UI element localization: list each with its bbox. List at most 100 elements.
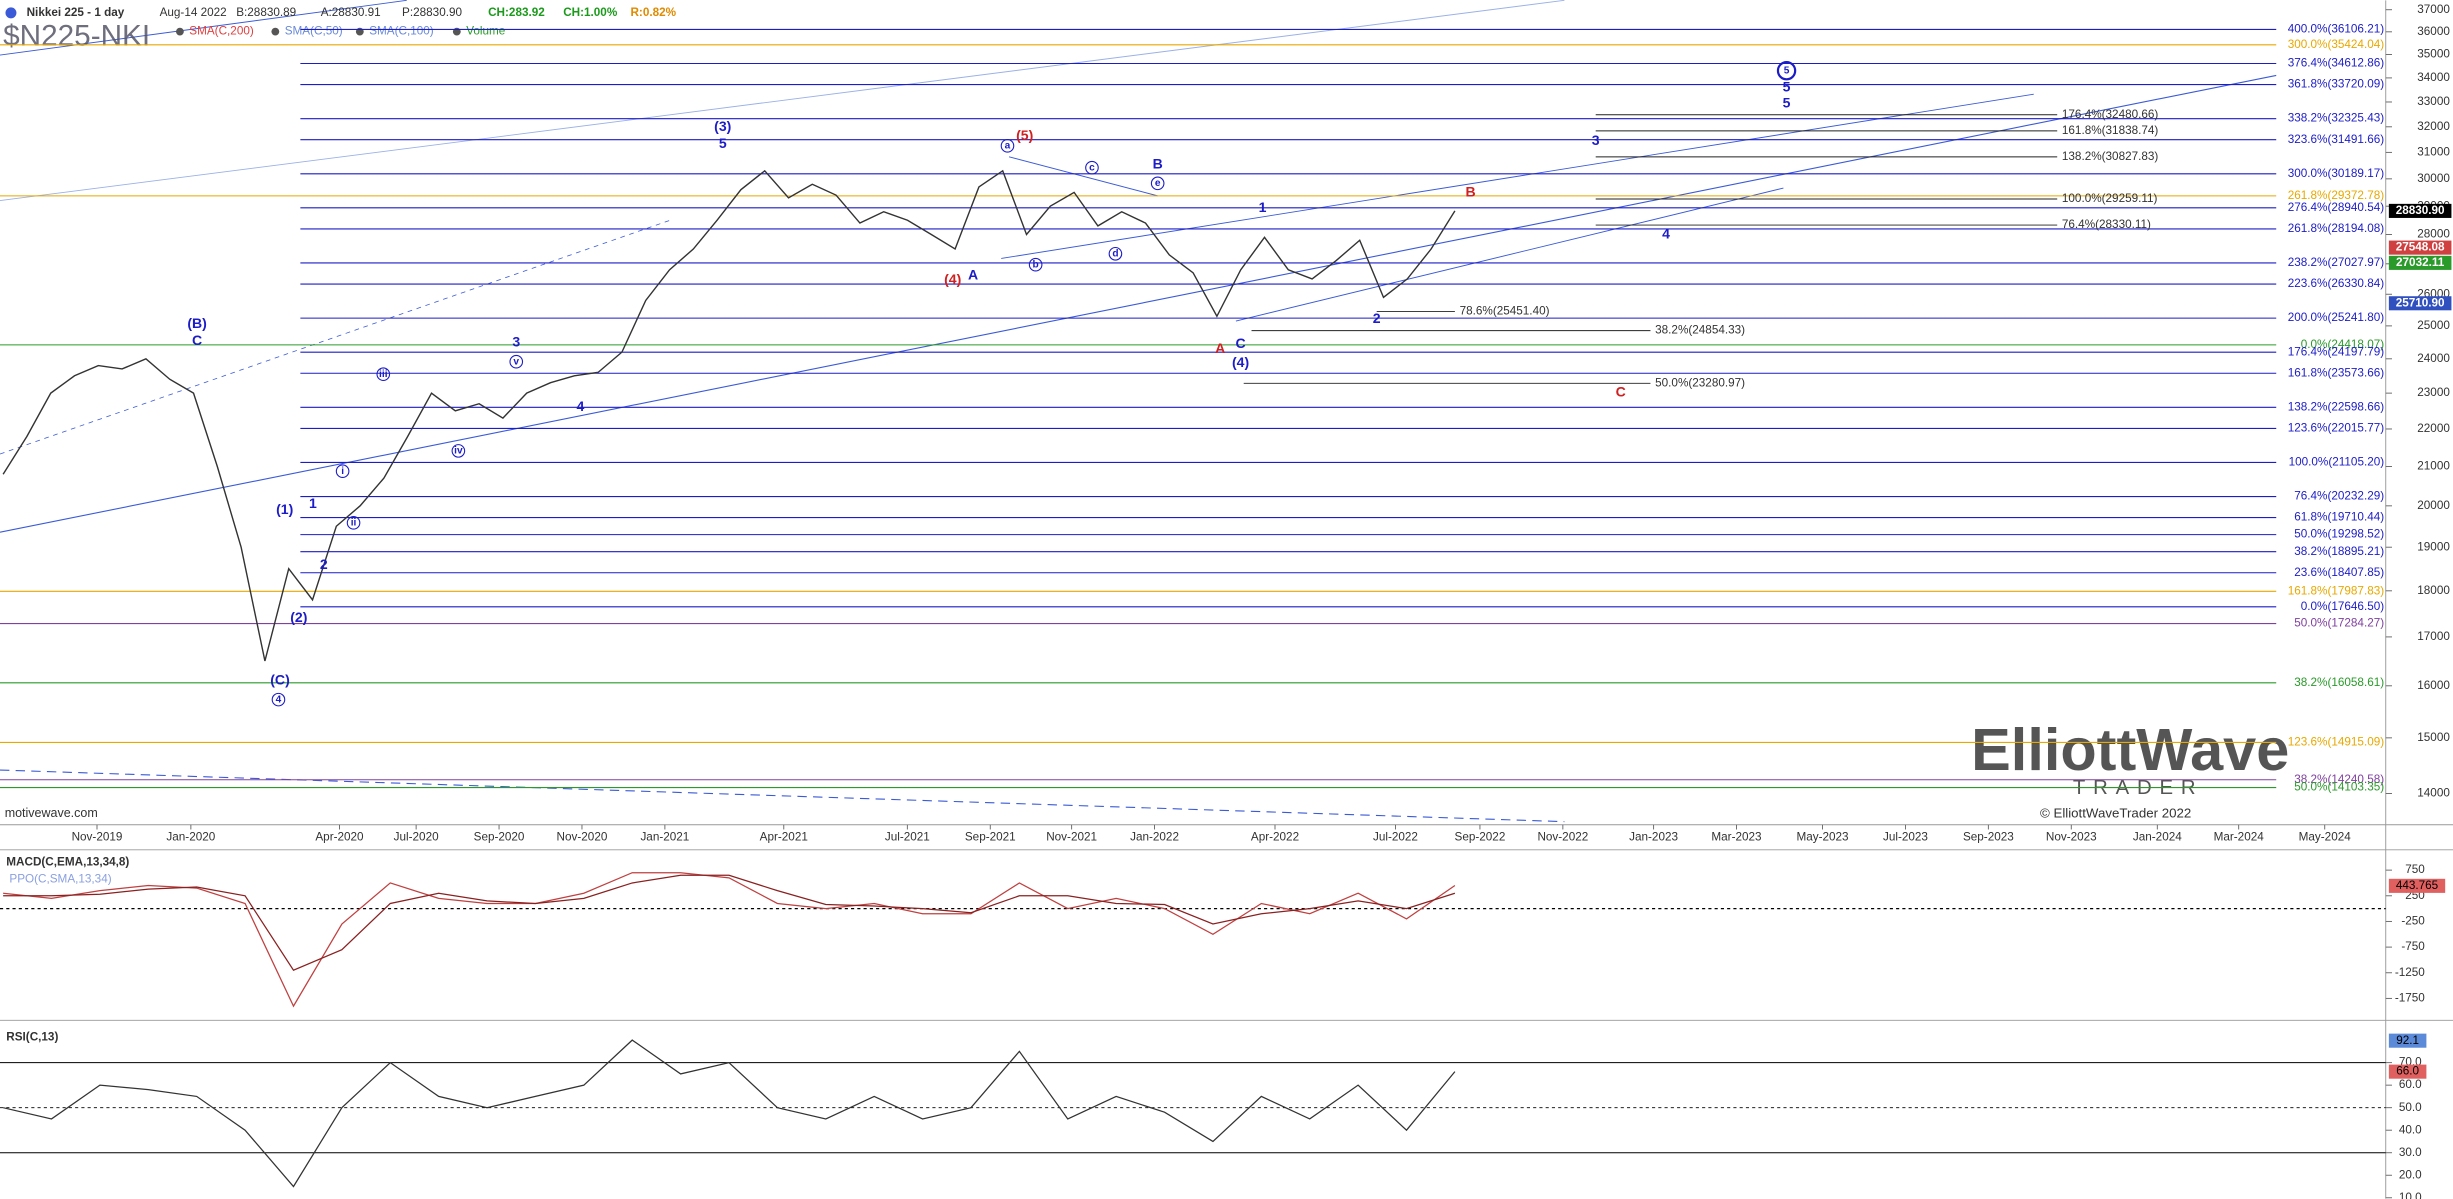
y-tick-label: 34000 xyxy=(2417,71,2450,84)
trend-line xyxy=(0,769,1565,823)
x-tick-label: Jul-2020 xyxy=(394,830,439,843)
wave-label: (4) xyxy=(944,271,961,287)
projection-label: 38.2%(24854.33) xyxy=(1655,324,1745,337)
price-box-label: 27548.08 xyxy=(2396,241,2445,254)
y-tick-label: 31000 xyxy=(2417,145,2450,158)
fib-label: 261.8%(29372.78) xyxy=(2288,189,2385,202)
fib-label: 0.0%(24418.07) xyxy=(2301,338,2384,351)
x-tick-label: Nov-2021 xyxy=(1046,830,1097,843)
fib-label: 38.2%(16058.61) xyxy=(2294,676,2384,689)
fib-label: 23.6%(18407.85) xyxy=(2294,566,2384,579)
wave-circle xyxy=(1000,139,1015,153)
y-tick-label: 20.0 xyxy=(2399,1168,2422,1181)
projection-label: 50.0%(23280.97) xyxy=(1655,376,1745,389)
wave-circle xyxy=(451,444,466,458)
study-label: SMA(C,50) xyxy=(285,25,343,38)
fib-label: 400.0%(36106.21) xyxy=(2288,23,2385,36)
wave-label: (4) xyxy=(1232,354,1249,370)
wave-circle xyxy=(509,354,524,369)
y-tick-label: 50.0 xyxy=(2399,1101,2422,1114)
wave-label: iii xyxy=(379,369,388,380)
wave-circle xyxy=(1776,61,1797,81)
y-tick-label: 20000 xyxy=(2417,499,2450,512)
wave-label: C xyxy=(1616,384,1626,400)
x-tick-label: Sep-2022 xyxy=(1455,830,1506,843)
study-label: Volume xyxy=(466,25,505,38)
wave-label: 2 xyxy=(320,556,328,572)
fib-label: 300.0%(30189.17) xyxy=(2288,167,2385,180)
price-box-label: 28830.90 xyxy=(2396,204,2445,217)
quote-change-pct: CH:1.00% xyxy=(563,6,618,19)
wave-label: 3 xyxy=(1592,132,1600,148)
projection-label: 161.8%(31838.74) xyxy=(2062,124,2159,137)
study-toggle[interactable] xyxy=(452,27,461,36)
y-tick-label: 37000 xyxy=(2417,3,2450,16)
wave-label: i xyxy=(341,466,344,477)
study-toggle[interactable] xyxy=(271,27,280,36)
price-box-label: 25710.90 xyxy=(2396,296,2445,309)
ticker: $N225-NKI xyxy=(3,20,150,53)
study-toggle[interactable] xyxy=(175,27,184,36)
wave-label: (C) xyxy=(270,672,290,688)
y-tick-label: 10.0 xyxy=(2399,1191,2422,1199)
fib-label: 223.6%(26330.84) xyxy=(2288,277,2385,290)
x-tick-label: Mar-2024 xyxy=(2214,830,2265,843)
y-tick-label: -750 xyxy=(2401,940,2425,953)
y-tick-label: 60.0 xyxy=(2399,1078,2422,1091)
quote-change: CH:283.92 xyxy=(488,6,545,19)
wave-circle xyxy=(376,367,391,382)
fib-label: 61.8%(19710.44) xyxy=(2294,511,2384,524)
wave-label: (2) xyxy=(290,609,307,625)
x-tick-label: Nov-2023 xyxy=(2046,830,2097,843)
y-tick-label: -1250 xyxy=(2395,966,2425,979)
y-tick-label: 30000 xyxy=(2417,172,2450,185)
y-tick-label: 33000 xyxy=(2417,95,2450,108)
macd-line xyxy=(3,874,1456,971)
x-tick-label: Nov-2022 xyxy=(1537,830,1588,843)
x-tick-label: Jul-2022 xyxy=(1373,830,1418,843)
wave-label: b xyxy=(1033,259,1039,270)
wave-label: 4 xyxy=(1662,226,1670,242)
quote-price: P:28830.90 xyxy=(402,6,462,19)
x-tick-label: Jul-2023 xyxy=(1883,830,1928,843)
fib-label: 261.8%(28194.08) xyxy=(2288,222,2385,235)
y-tick-label: 30.0 xyxy=(2399,1146,2422,1159)
wave-label: e xyxy=(1155,178,1161,189)
y-tick-label: 32000 xyxy=(2417,120,2450,133)
wave-circle xyxy=(271,692,286,707)
wave-label: (B) xyxy=(187,315,207,331)
y-tick-label: 15000 xyxy=(2417,731,2450,744)
y-tick-label: -1750 xyxy=(2395,992,2425,1005)
wave-label: 5 xyxy=(1784,65,1790,76)
macd-subtitle: PPO(C,SMA,13,34) xyxy=(9,873,111,886)
fib-label: 50.0%(14103.35) xyxy=(2294,781,2384,794)
wave-label: 1 xyxy=(1259,199,1267,215)
wave-label: C xyxy=(1236,335,1246,351)
fib-label: 300.0%(35424.04) xyxy=(2288,38,2385,51)
x-tick-label: Jan-2021 xyxy=(640,830,689,843)
wave-circle xyxy=(346,516,361,530)
wave-label: 4 xyxy=(576,398,584,414)
projection-label: 176.4%(32480.66) xyxy=(2062,108,2159,121)
wave-label: 1 xyxy=(309,495,317,511)
value-box-label: 66.0 xyxy=(2396,1065,2419,1078)
fib-label: 50.0%(17284.27) xyxy=(2294,617,2384,630)
wave-label: c xyxy=(1089,162,1095,173)
fib-label: 161.8%(23573.66) xyxy=(2288,366,2385,379)
wave-label: v xyxy=(513,356,519,367)
value-box xyxy=(2388,878,2446,893)
x-tick-label: May-2023 xyxy=(1796,830,1848,843)
x-tick-label: Jul-2021 xyxy=(885,830,930,843)
y-tick-label: 19000 xyxy=(2417,540,2450,553)
study-toggle[interactable] xyxy=(355,27,364,36)
wave-circle xyxy=(1085,160,1099,175)
x-tick-label: Apr-2022 xyxy=(1251,830,1299,843)
price-box-label: 27032.11 xyxy=(2396,256,2445,269)
fib-label: 361.8%(33720.09) xyxy=(2288,78,2385,91)
y-tick-label: 21000 xyxy=(2417,460,2450,473)
projection-label: 78.6%(25451.40) xyxy=(1460,305,1550,318)
wave-label: 5 xyxy=(719,135,727,151)
fib-label: 138.2%(22598.66) xyxy=(2288,400,2385,413)
